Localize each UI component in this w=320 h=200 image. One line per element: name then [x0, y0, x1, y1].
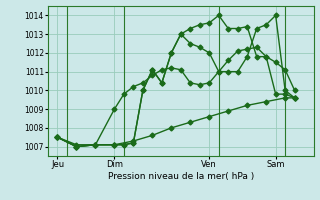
X-axis label: Pression niveau de la mer( hPa ): Pression niveau de la mer( hPa ): [108, 172, 254, 181]
